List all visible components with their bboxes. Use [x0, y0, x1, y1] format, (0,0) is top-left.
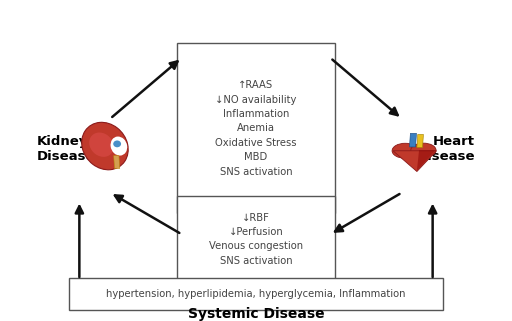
Text: hypertension, hyperlipidemia, hyperglycemia, Inflammation: hypertension, hyperlipidemia, hyperglyce…: [106, 289, 406, 299]
Text: Heart
Disease: Heart Disease: [417, 135, 475, 163]
FancyBboxPatch shape: [69, 278, 443, 310]
Polygon shape: [393, 151, 436, 171]
Text: ↑RAAS
↓NO availability
Inflammation
Anemia
Oxidative Stress
MBD
SNS activation: ↑RAAS ↓NO availability Inflammation Anem…: [215, 80, 297, 177]
Polygon shape: [417, 150, 436, 171]
Ellipse shape: [89, 133, 114, 157]
Text: Systemic Disease: Systemic Disease: [188, 307, 324, 321]
Ellipse shape: [411, 143, 436, 157]
Polygon shape: [114, 156, 120, 169]
FancyBboxPatch shape: [177, 43, 335, 213]
Text: ↓RBF
↓Perfusion
Venous congestion
SNS activation: ↓RBF ↓Perfusion Venous congestion SNS ac…: [209, 213, 303, 266]
FancyBboxPatch shape: [177, 196, 335, 282]
Ellipse shape: [392, 143, 418, 158]
Ellipse shape: [82, 122, 128, 170]
Polygon shape: [410, 133, 416, 147]
Ellipse shape: [113, 141, 121, 147]
Polygon shape: [417, 134, 423, 148]
Ellipse shape: [111, 136, 127, 156]
Text: Kidney
Disease: Kidney Disease: [37, 135, 95, 163]
